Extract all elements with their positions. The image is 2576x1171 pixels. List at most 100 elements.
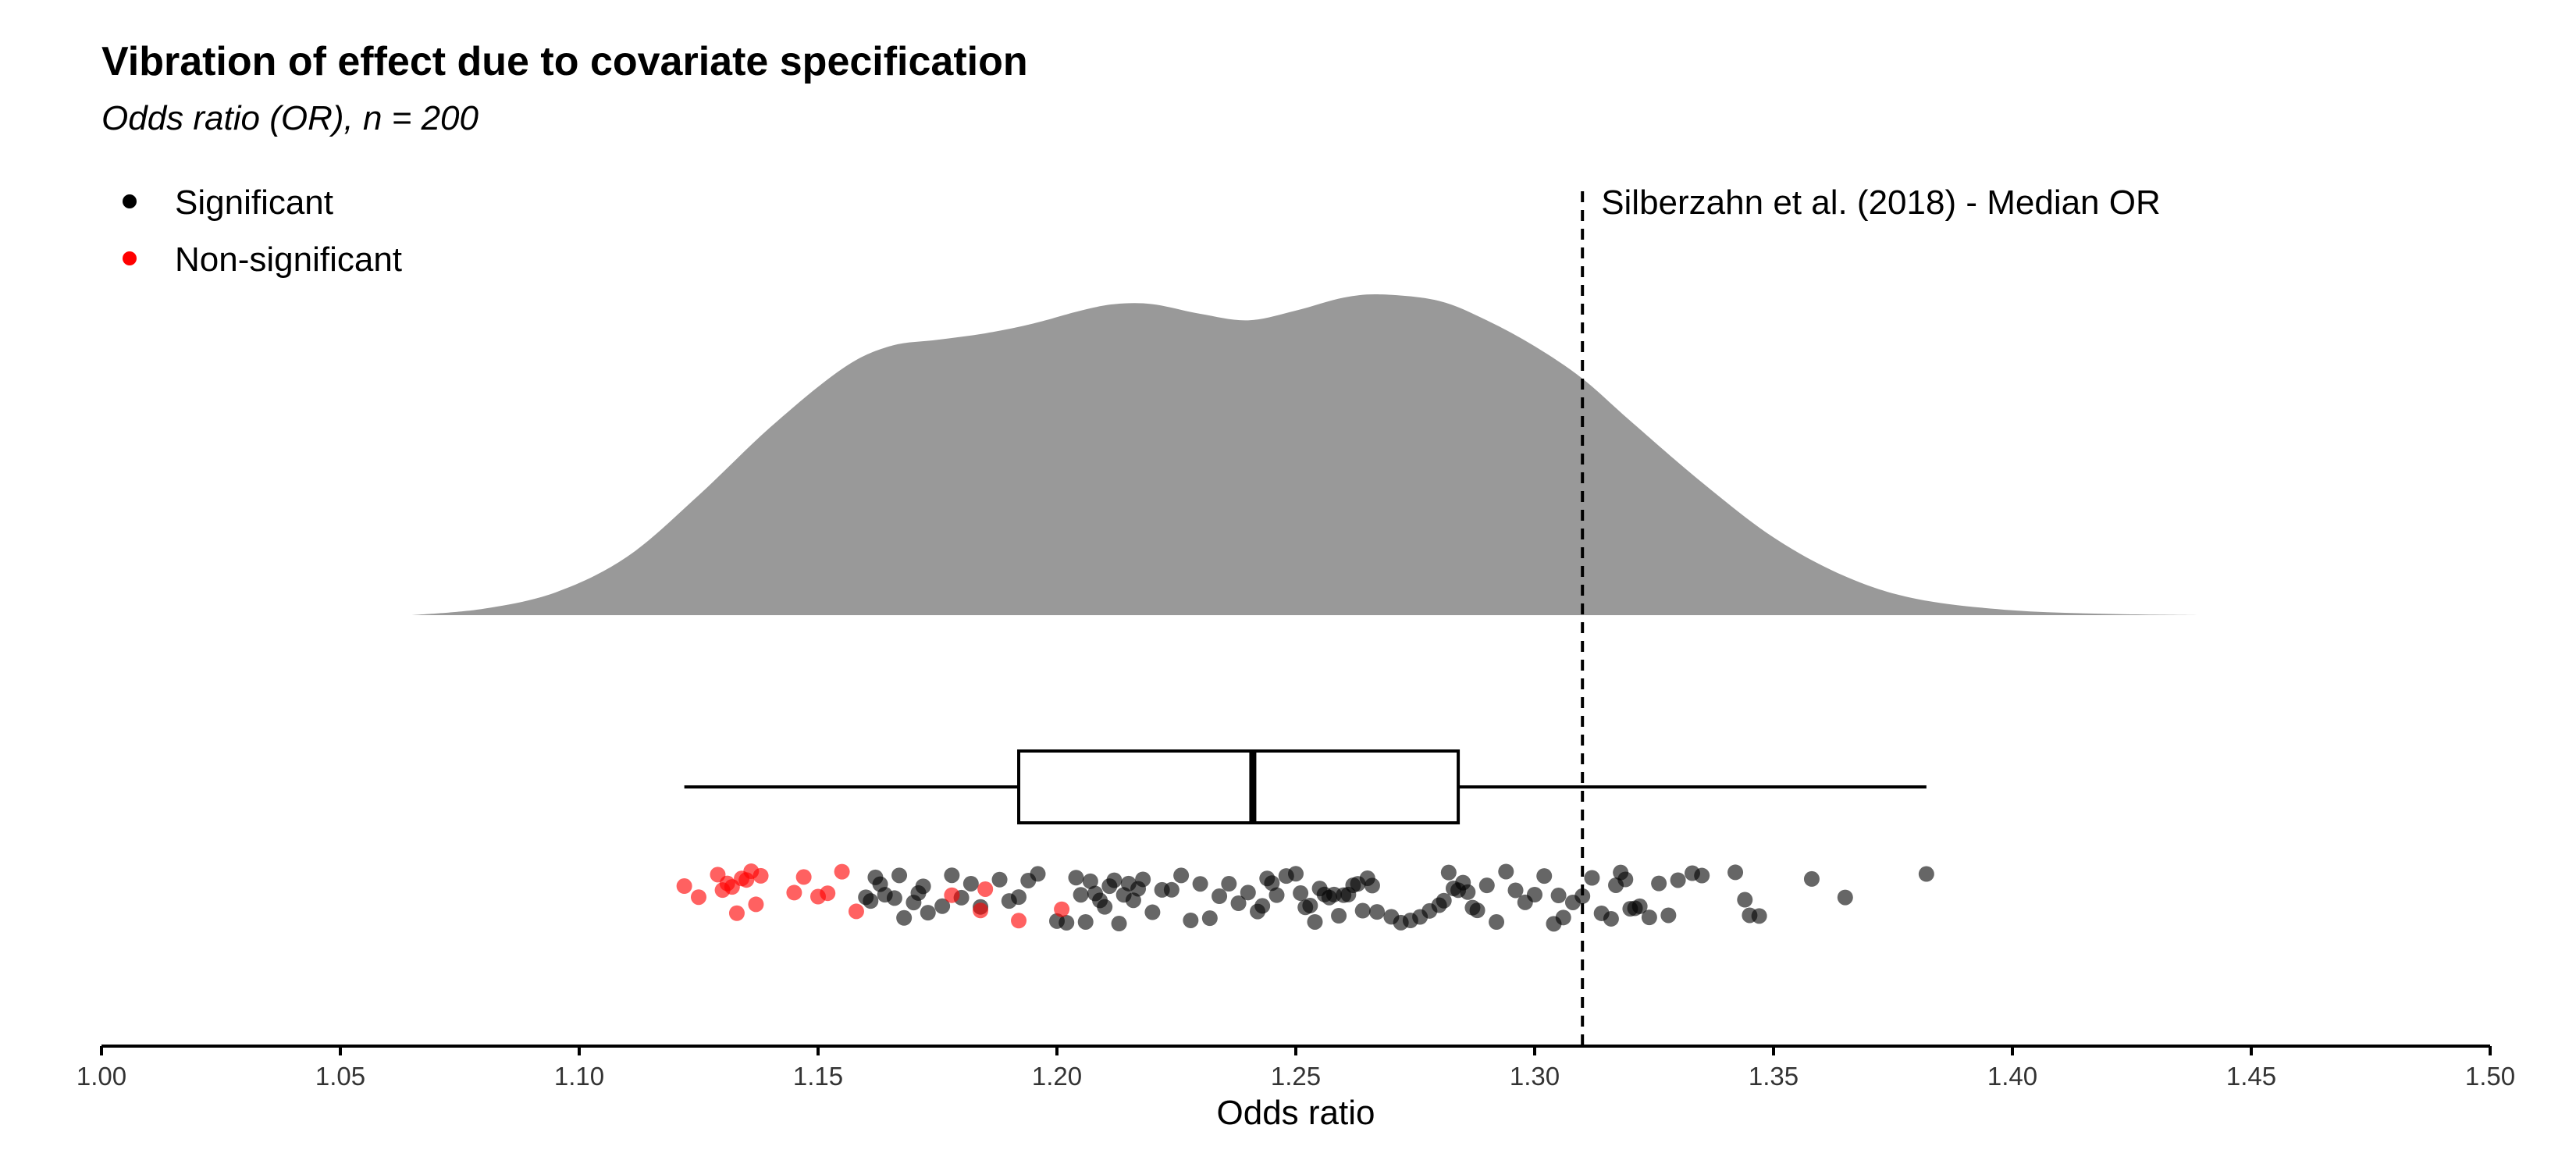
point-non-significant [848,903,864,920]
point-significant [1354,902,1371,919]
point-significant [1135,871,1151,888]
point-significant [1507,882,1524,899]
point-significant [1264,875,1280,892]
point-non-significant [834,863,850,880]
boxplot-box [1017,749,1461,824]
point-non-significant [795,869,812,885]
point-significant [1077,913,1094,930]
point-significant [1011,889,1027,906]
point-non-significant [753,867,769,884]
legend-marker-non-significant [123,251,137,265]
point-significant [1460,884,1476,900]
point-significant [1201,910,1218,927]
point-significant [1073,887,1089,903]
point-non-significant [786,884,802,901]
point-significant [1068,870,1084,886]
point-significant [1489,914,1505,931]
point-significant [1331,908,1347,924]
point-non-significant [1054,901,1070,917]
x-tick-label: 1.30 [1510,1062,1560,1091]
point-significant [1694,867,1710,884]
point-non-significant [820,885,836,902]
point-significant [1212,888,1228,905]
point-significant [1254,898,1271,914]
point-non-significant [973,902,989,919]
x-tick-label: 1.15 [793,1062,843,1091]
point-significant [1059,914,1075,931]
point-significant [1536,868,1553,884]
point-significant [1030,866,1046,882]
point-significant [1173,867,1190,884]
point-significant [1751,908,1767,924]
point-significant [1097,899,1113,915]
point-significant [1183,912,1199,928]
point-significant [1268,887,1285,903]
point-significant [920,905,936,921]
point-significant [1603,910,1619,927]
point-non-significant [691,889,706,906]
point-significant [1498,863,1514,880]
point-significant [886,890,902,906]
point-significant [1727,864,1744,881]
point-significant [1221,876,1237,892]
point-significant [1584,870,1600,886]
point-significant [1230,895,1247,912]
point-significant [896,909,913,926]
point-significant [1469,902,1485,919]
point-significant [1651,875,1667,892]
x-tick-label: 1.25 [1271,1062,1321,1091]
point-significant [1641,909,1657,926]
point-non-significant [944,887,960,903]
point-significant [1082,873,1098,889]
x-tick-label: 1.10 [554,1062,604,1091]
point-non-significant [748,896,764,913]
x-axis-label: Odds ratio [1217,1094,1375,1132]
x-tick-label: 1.40 [1987,1062,2037,1091]
point-significant [1293,885,1309,902]
x-tick-label: 1.45 [2226,1062,2276,1091]
legend-marker-significant [123,194,137,208]
jitter-points [676,863,1934,932]
point-significant [934,898,951,914]
point-significant [991,871,1008,888]
point-significant [1111,916,1127,932]
point-significant [1288,866,1304,882]
point-significant [1144,904,1161,920]
x-tick-label: 1.50 [2465,1062,2515,1091]
point-significant [1163,881,1179,898]
x-tick-label: 1.00 [76,1062,126,1091]
point-significant [863,893,879,909]
point-non-significant [1011,913,1027,929]
reference-line-label: Silberzahn et al. (2018) - Median OR [1601,183,2161,222]
point-significant [915,878,931,895]
point-significant [1660,907,1677,924]
legend-label-significant: Significant [175,183,333,222]
x-axis-ticks: 1.00 1.05 1.10 1.15 1.20 1.25 1.30 1.35 1.40 1.45… [76,1046,2515,1091]
point-significant [1670,872,1686,888]
point-significant [1803,870,1820,887]
point-significant [1302,897,1318,913]
point-significant [1478,877,1495,894]
x-tick-label: 1.20 [1032,1062,1082,1091]
point-non-significant [676,878,692,895]
point-significant [1574,888,1591,904]
point-significant [1436,892,1452,909]
point-significant [1737,892,1753,908]
point-significant [1369,904,1386,920]
point-significant [1837,889,1853,906]
point-significant [891,867,908,884]
point-significant [1192,876,1208,892]
point-significant [1918,866,1934,882]
point-significant [1240,884,1256,901]
plot-area [411,294,2204,824]
chart-subtitle: Odds ratio (OR), n = 200 [101,99,479,137]
density-area [411,294,2204,615]
x-tick-label: 1.05 [315,1062,365,1091]
legend-label-non-significant: Non-significant [175,240,402,279]
point-significant [962,875,979,892]
point-significant [1617,871,1634,888]
point-significant [944,867,960,884]
point-significant [1555,909,1571,926]
point-significant [1550,888,1567,904]
